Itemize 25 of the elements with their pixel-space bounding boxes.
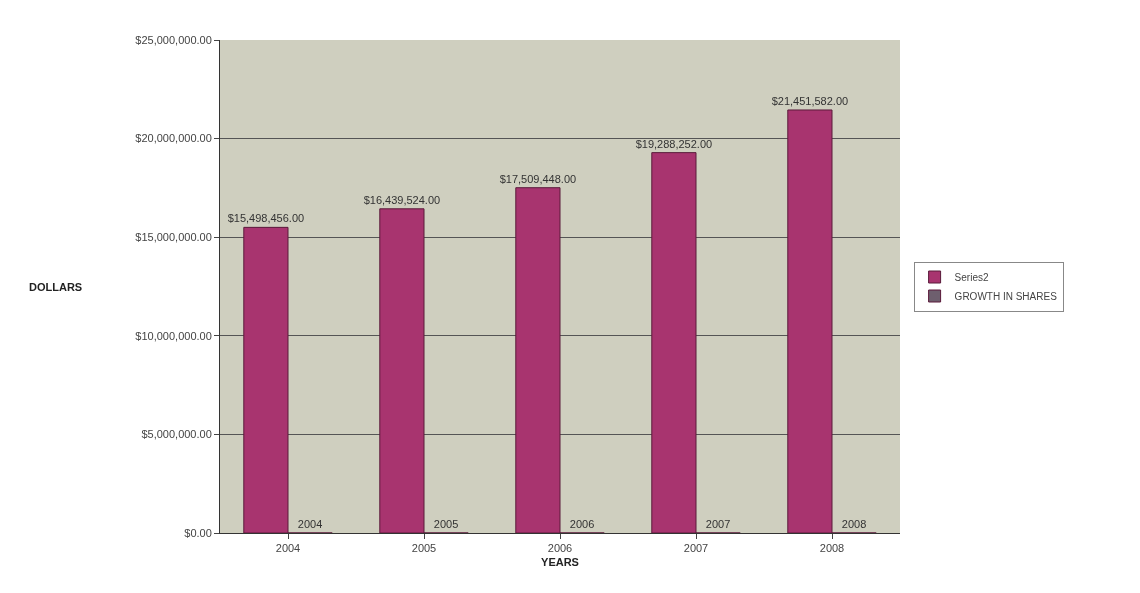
x-tick-label: 2006 xyxy=(569,517,595,530)
x-axis-title: YEARS xyxy=(541,556,579,569)
y-tick-label: $25,000,000.00 xyxy=(135,33,212,46)
x-tick-label: 2007 xyxy=(705,517,731,530)
y-tick-label: $15,000,000.00 xyxy=(135,231,212,244)
y-tick-label: $5,000,000.00 xyxy=(141,428,212,441)
data-label: 2004 xyxy=(275,542,301,555)
x-tick-label: 2005 xyxy=(433,517,459,530)
y-tick-label: $0.00 xyxy=(184,526,212,539)
y-tick-label: $20,000,000.00 xyxy=(135,132,212,145)
data-label: $16,439,524.00 xyxy=(363,193,441,206)
data-label: 2005 xyxy=(411,542,437,555)
x-tick-label: 2004 xyxy=(297,517,323,530)
data-label: $19,288,252.00 xyxy=(635,137,713,150)
x-tick-label: 2008 xyxy=(841,517,867,530)
legend-label: GROWTH IN SHARES xyxy=(954,290,1058,302)
y-tick-label: $10,000,000.00 xyxy=(135,329,212,342)
data-label: 2006 xyxy=(547,542,573,555)
data-label: $17,509,448.00 xyxy=(499,172,577,185)
legend-label: Series2 xyxy=(954,271,989,283)
y-axis-title: DOLLARS xyxy=(29,281,83,293)
data-label: 2007 xyxy=(683,542,709,555)
data-label: 2008 xyxy=(819,542,845,555)
data-label: $15,498,456.00 xyxy=(227,212,305,225)
data-label: $21,451,582.00 xyxy=(771,94,849,107)
